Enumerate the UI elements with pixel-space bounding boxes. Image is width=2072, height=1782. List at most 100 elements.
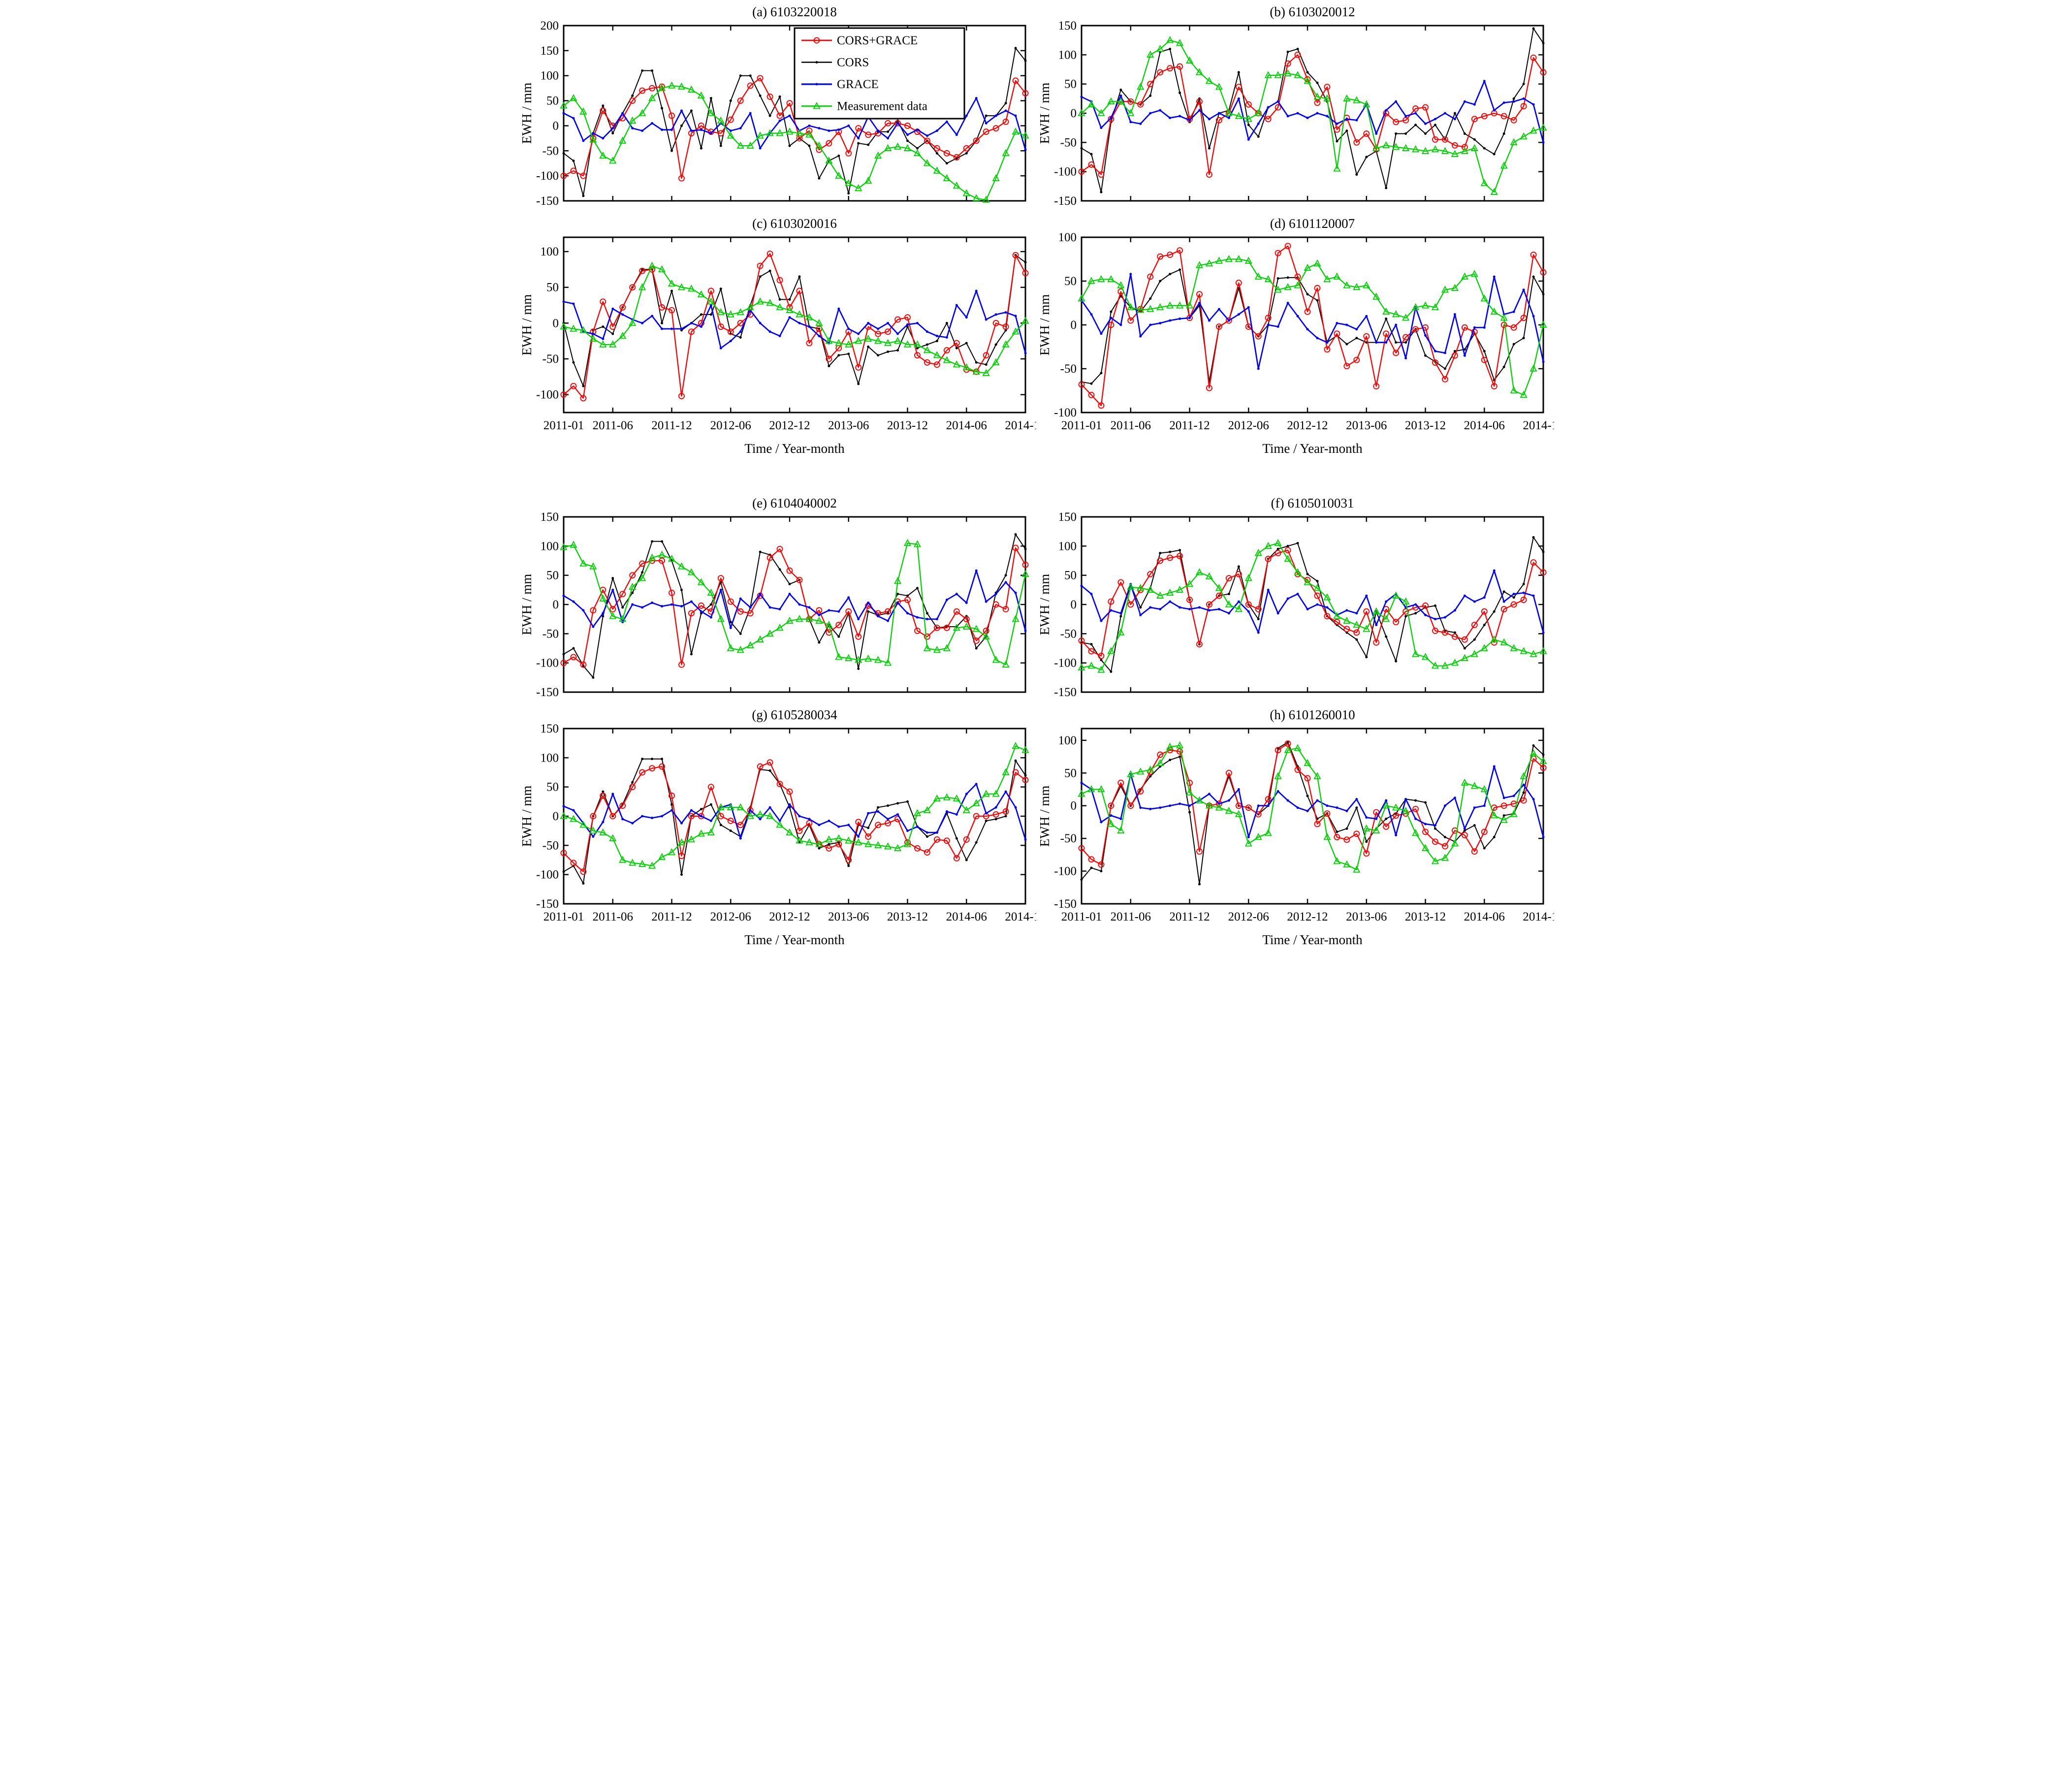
dot-marker [886, 321, 889, 324]
dot-marker [709, 603, 712, 606]
circle-marker [629, 97, 636, 104]
dot-marker [1315, 299, 1318, 302]
dot-marker [1188, 119, 1191, 122]
circle-marker [1166, 65, 1173, 72]
circle-marker [1078, 168, 1084, 175]
dot-marker [965, 114, 968, 117]
circle-marker [1333, 834, 1340, 840]
dot-marker [847, 352, 850, 355]
circle-marker [1363, 608, 1370, 615]
dot-marker [1325, 804, 1328, 807]
y-tick-label: 100 [540, 540, 559, 553]
circle-marker [599, 793, 606, 799]
triangle-marker [1421, 147, 1429, 154]
circle-marker [668, 307, 675, 314]
circle-marker [1166, 554, 1173, 561]
circle-marker [1294, 273, 1301, 280]
triangle-marker [599, 828, 606, 835]
dot-marker [1502, 101, 1505, 104]
dot-marker [1119, 615, 1122, 618]
circle-marker [1275, 747, 1281, 754]
dot-marker [1198, 883, 1201, 886]
y-axis-label: EWH / mm [519, 294, 534, 355]
triangle-marker [1480, 294, 1488, 302]
dot-marker [1024, 261, 1026, 264]
triangle-marker [648, 861, 656, 869]
triangle-marker [844, 654, 852, 661]
triangle-marker [1136, 767, 1144, 775]
dot-marker [768, 769, 771, 772]
triangle-marker [864, 840, 872, 847]
triangle-marker [1539, 757, 1547, 764]
y-tick-label: -100 [536, 657, 559, 670]
dot-marker [650, 817, 653, 820]
y-tick-label: 150 [540, 510, 559, 524]
dot-marker [994, 343, 997, 346]
triangle-marker [943, 356, 951, 363]
series-measurement-markers [559, 539, 1029, 668]
triangle-marker [1520, 132, 1528, 140]
circle-marker [678, 853, 685, 859]
triangle-marker [785, 828, 794, 835]
triangle-marker [884, 659, 892, 666]
circle-marker [698, 122, 704, 129]
dot-marker [680, 327, 683, 330]
circle-marker [1491, 383, 1498, 390]
triangle-marker [1011, 127, 1020, 135]
circle-marker [717, 575, 724, 582]
circle-marker [1432, 359, 1438, 366]
circle-marker [1343, 363, 1350, 370]
figure-page: (a) 6103220018 EWH / mm 200 150 100 50 0 -50 -10… [518, 0, 1563, 957]
dot-marker [807, 606, 810, 609]
dot-marker [975, 841, 978, 844]
circle-marker [1353, 629, 1360, 636]
series-grace-markers [1080, 569, 1544, 634]
triangle-marker [1411, 650, 1419, 657]
triangle-marker [1205, 259, 1213, 267]
triangle-marker [1451, 659, 1459, 666]
dot-marker [916, 147, 919, 150]
triangle-marker [746, 812, 754, 819]
triangle-marker [854, 337, 862, 344]
dot-marker [591, 132, 594, 135]
dot-marker [1424, 354, 1427, 357]
dot-marker [994, 806, 997, 809]
dot-marker [985, 114, 988, 117]
circle-marker [747, 82, 754, 89]
triangle-marker [766, 812, 774, 819]
dot-marker [650, 540, 653, 543]
dot-marker [1365, 816, 1368, 819]
triangle-marker [608, 157, 616, 164]
triangle-marker [1195, 568, 1203, 575]
dot-marker [690, 653, 693, 656]
legend-dot-marker [815, 83, 818, 86]
triangle-marker [1225, 109, 1233, 116]
panel-title: (e) 6104040002 [752, 496, 837, 510]
dot-marker [1119, 323, 1122, 326]
circle-marker [1117, 779, 1124, 786]
dot-marker [1365, 656, 1368, 659]
triangle-marker [746, 641, 754, 648]
dot-marker [729, 829, 732, 832]
circle-marker [1088, 856, 1094, 863]
triangle-marker [1215, 803, 1223, 811]
dot-marker [1024, 629, 1026, 632]
triangle-marker [648, 553, 656, 561]
series-cors-line [563, 758, 1026, 884]
dot-marker [866, 812, 869, 815]
dot-marker [719, 588, 722, 591]
triangle-marker [884, 339, 892, 346]
dot-marker [906, 829, 909, 832]
y-tick-label: -100 [1054, 657, 1077, 670]
circle-marker [845, 608, 852, 615]
triangle-marker [618, 331, 626, 339]
dot-marker [1384, 635, 1387, 638]
y-axis-label: EWH / mm [1037, 786, 1052, 847]
triangle-marker [1529, 364, 1537, 372]
y-tick-label: 50 [1064, 78, 1077, 91]
triangle-marker [825, 835, 832, 843]
dot-marker [1335, 830, 1338, 833]
dot-marker [945, 810, 948, 813]
series-grace-markers [1080, 80, 1544, 144]
